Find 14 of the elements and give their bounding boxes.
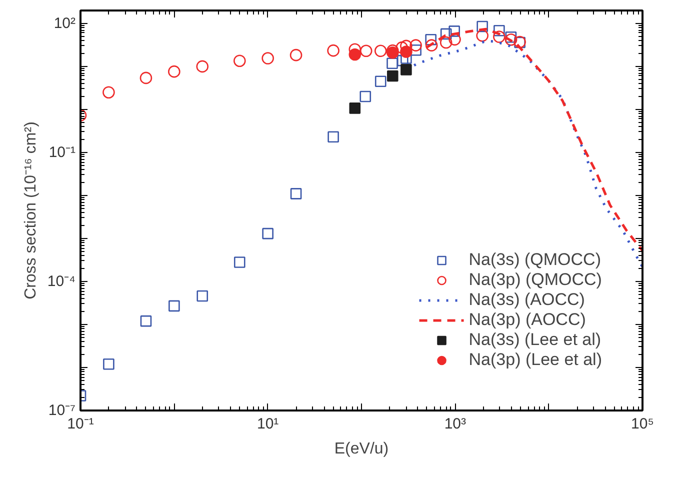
legend-label: Na(3s) (QMOCC) bbox=[468, 250, 601, 270]
x-tick-label: 10⁵ bbox=[631, 416, 654, 432]
x-tick-label: 10³ bbox=[444, 416, 466, 432]
legend-label: Na(3s) (Lee et al) bbox=[468, 330, 602, 350]
legend-label: Na(3p) (AOCC) bbox=[468, 310, 586, 330]
y-tick-label: 10⁻¹ bbox=[48, 144, 76, 161]
y-axis-title: Cross section (10⁻¹⁶ cm²) bbox=[22, 122, 40, 300]
y-tick-label: 10⁻⁴ bbox=[47, 272, 76, 290]
x-tick-label: 10¹ bbox=[256, 416, 279, 432]
legend-label: Na(3p) (QMOCC) bbox=[468, 270, 602, 290]
x-axis-title: E(eV/u) bbox=[334, 440, 389, 458]
y-tick-label: 10² bbox=[54, 14, 76, 32]
legend-label: Na(3s) (AOCC) bbox=[468, 290, 585, 310]
legend-label: Na(3p) (Lee et al) bbox=[468, 350, 602, 370]
